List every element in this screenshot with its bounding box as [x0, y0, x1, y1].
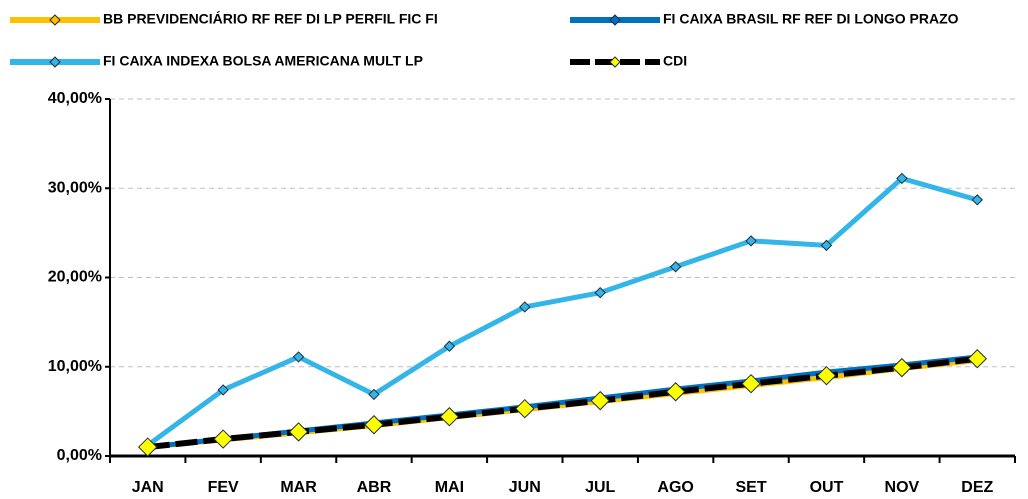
marker — [213, 429, 233, 449]
x-tick-label: JAN — [132, 479, 164, 496]
marker — [816, 365, 837, 386]
marker — [892, 357, 912, 378]
y-tick-label: 30,00% — [48, 179, 102, 196]
series-line — [146, 175, 978, 448]
marker — [443, 340, 456, 352]
marker — [820, 239, 833, 252]
x-tick-label: FEV — [208, 479, 239, 496]
x-tick-label: MAR — [280, 479, 317, 496]
legend-marker — [49, 14, 61, 26]
marker — [439, 407, 460, 427]
x-tick-label: SET — [735, 479, 766, 496]
y-tick-label: 0,00% — [57, 447, 102, 464]
marker — [138, 437, 158, 457]
marker — [741, 373, 761, 394]
marker — [665, 382, 686, 402]
x-tick-label: AGO — [657, 479, 693, 496]
x-tick-label: NOV — [885, 479, 920, 496]
legend-label: FI CAIXA BRASIL RF REF DI LONGO PRAZO — [663, 11, 959, 27]
y-tick-label: 10,00% — [48, 358, 102, 375]
marker — [971, 194, 983, 206]
marker — [519, 301, 531, 313]
legend-marker — [49, 56, 61, 68]
marker — [292, 351, 305, 363]
x-tick-label: MAI — [435, 479, 464, 496]
legend-marker — [609, 14, 621, 26]
legend-label: FI CAIXA INDEXA BOLSA AMERICANA MULT LP — [103, 53, 423, 69]
x-tick-label: ABR — [357, 479, 392, 496]
x-tick-label: JUL — [585, 479, 615, 496]
marker — [594, 286, 606, 299]
series-line — [147, 354, 978, 450]
x-tick-label: DEZ — [961, 479, 993, 496]
y-tick-label: 40,00% — [48, 90, 102, 107]
x-tick-label: JUN — [509, 479, 541, 496]
marker — [368, 388, 380, 401]
y-tick-label: 20,00% — [48, 269, 102, 286]
marker — [967, 349, 987, 369]
marker — [896, 172, 908, 185]
marker — [288, 422, 309, 442]
legend-marker — [609, 56, 621, 68]
legend-label: CDI — [663, 53, 687, 69]
marker — [590, 390, 610, 411]
x-tick-label: OUT — [810, 479, 844, 496]
marker — [745, 235, 757, 247]
marker — [364, 415, 384, 435]
marker — [515, 398, 535, 419]
legend-label: BB PREVIDENCIÁRIO RF REF DI LP PERFIL FI… — [103, 11, 438, 27]
marker — [669, 261, 682, 273]
marker — [217, 384, 229, 396]
